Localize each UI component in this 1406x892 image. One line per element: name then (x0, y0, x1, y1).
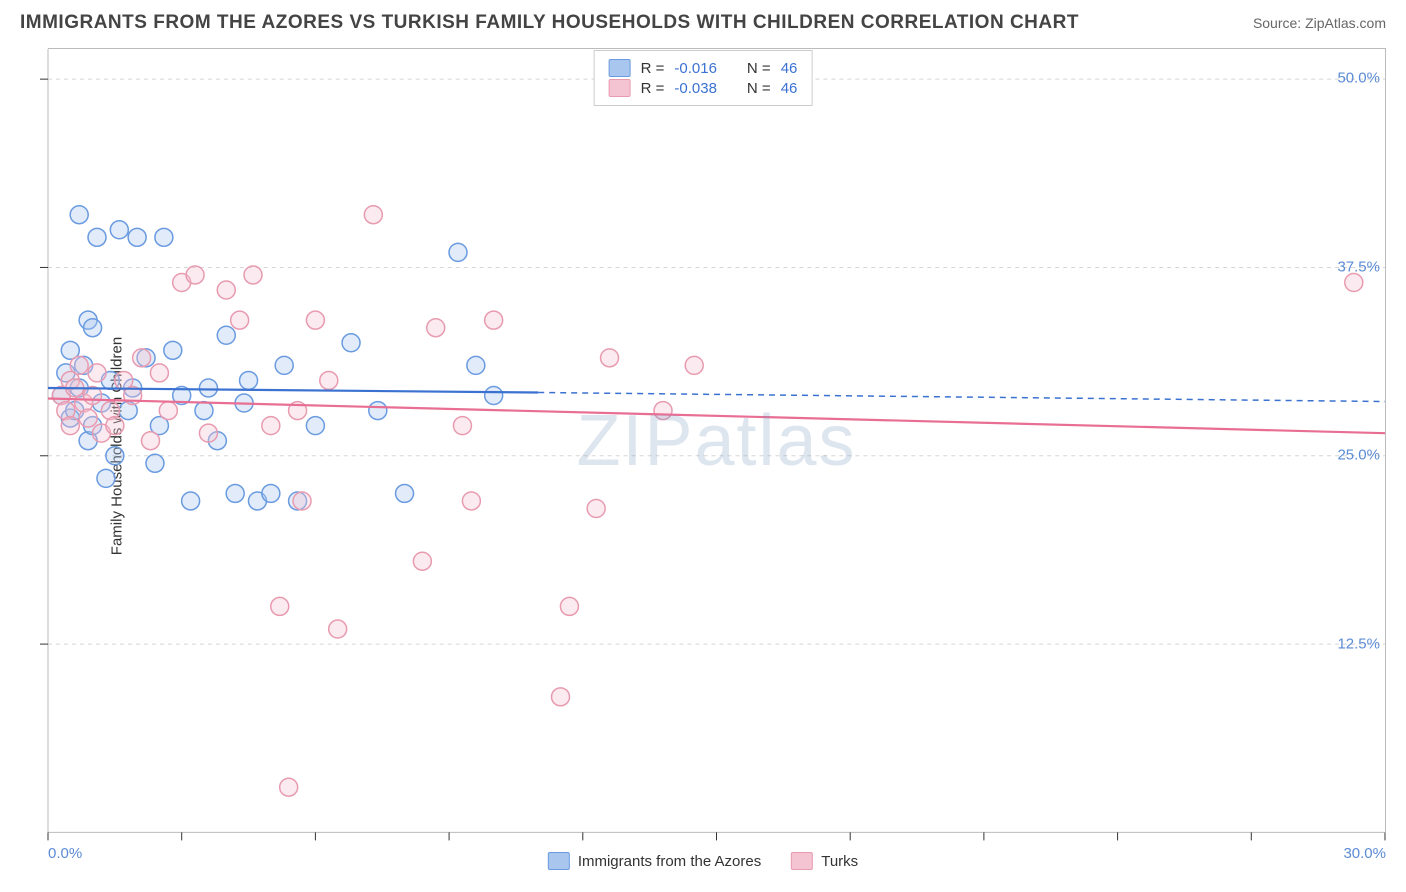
x-tick-max: 30.0% (1343, 845, 1386, 862)
series-legend: Immigrants from the Azores Turks (548, 852, 858, 870)
legend-swatch-blue (609, 59, 631, 77)
scatter-plot (48, 49, 1385, 832)
legend-swatch-pink (791, 852, 813, 870)
n-label: N = (747, 60, 771, 77)
y-tick-label: 12.5% (1337, 635, 1380, 652)
n-label: N = (747, 80, 771, 97)
y-tick-label: 25.0% (1337, 447, 1380, 464)
chart-title: IMMIGRANTS FROM THE AZORES VS TURKISH FA… (20, 12, 1079, 34)
legend-item: Turks (791, 852, 858, 870)
x-tick-min: 0.0% (48, 845, 82, 862)
legend-swatch-blue (548, 852, 570, 870)
legend-item: Immigrants from the Azores (548, 852, 761, 870)
source-label: Source: ZipAtlas.com (1253, 15, 1386, 31)
y-tick-label: 50.0% (1337, 70, 1380, 87)
correlation-legend: R = -0.016 N = 46 R = -0.038 N = 46 (594, 50, 813, 106)
correlation-row: R = -0.038 N = 46 (609, 79, 798, 97)
legend-swatch-pink (609, 79, 631, 97)
legend-label: Turks (821, 853, 858, 870)
correlation-row: R = -0.016 N = 46 (609, 59, 798, 77)
n-value: 46 (781, 60, 798, 77)
n-value: 46 (781, 80, 798, 97)
r-label: R = (641, 60, 665, 77)
r-value: -0.016 (674, 60, 717, 77)
r-label: R = (641, 80, 665, 97)
legend-label: Immigrants from the Azores (578, 853, 761, 870)
y-tick-label: 37.5% (1337, 258, 1380, 275)
chart-area: ZIPatlas (48, 48, 1386, 832)
r-value: -0.038 (674, 80, 717, 97)
